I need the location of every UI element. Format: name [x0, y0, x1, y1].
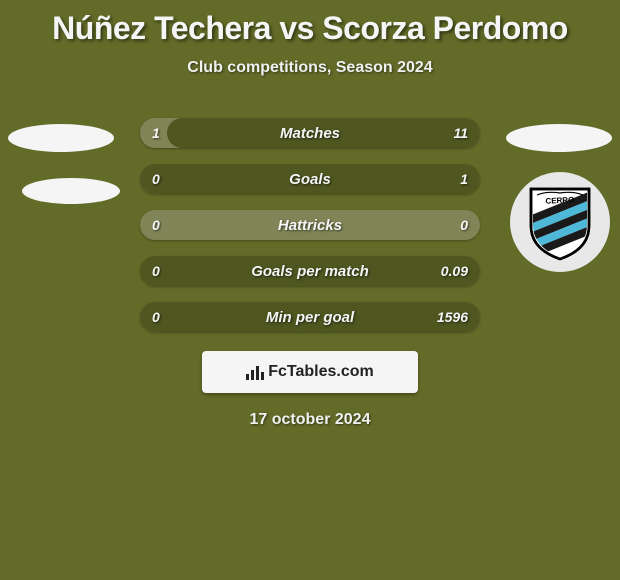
stat-val-left: 1 — [152, 125, 160, 141]
stat-label: Min per goal — [266, 309, 354, 326]
stat-row-mpg: 0 Min per goal 1596 — [0, 301, 620, 333]
stat-bar: 0 Hattricks 0 — [140, 210, 480, 240]
stat-val-left: 0 — [152, 171, 160, 187]
stat-val-right: 11 — [453, 125, 468, 141]
bars-icon — [246, 364, 264, 380]
stat-val-left: 0 — [152, 309, 160, 325]
stat-bar: 0 Goals per match 0.09 — [140, 256, 480, 286]
stats-container: 1 Matches 11 0 Goals 1 0 Hattricks 0 0 G… — [0, 117, 620, 333]
brand-label: FcTables.com — [246, 363, 374, 381]
brand-text: FcTables.com — [268, 363, 374, 381]
date-text: 17 october 2024 — [0, 411, 620, 429]
stat-val-right: 0.09 — [441, 263, 468, 279]
stat-label: Goals — [289, 171, 331, 188]
stat-row-gpm: 0 Goals per match 0.09 — [0, 255, 620, 287]
stat-row-hattricks: 0 Hattricks 0 — [0, 209, 620, 241]
stat-label: Matches — [280, 125, 340, 142]
brand-box: FcTables.com — [202, 351, 418, 393]
stat-bar: 1 Matches 11 — [140, 118, 480, 148]
stat-bar: 0 Goals 1 — [140, 164, 480, 194]
stat-val-left: 0 — [152, 263, 160, 279]
stat-val-right: 1596 — [437, 309, 468, 325]
stat-row-matches: 1 Matches 11 — [0, 117, 620, 149]
stat-val-left: 0 — [152, 217, 160, 233]
stat-bar: 0 Min per goal 1596 — [140, 302, 480, 332]
stat-label: Hattricks — [278, 217, 342, 234]
subtitle: Club competitions, Season 2024 — [0, 59, 620, 77]
stat-val-right: 1 — [460, 171, 468, 187]
page-title: Núñez Techera vs Scorza Perdomo — [0, 0, 620, 47]
stat-val-right: 0 — [460, 217, 468, 233]
stat-row-goals: 0 Goals 1 — [0, 163, 620, 195]
stat-label: Goals per match — [251, 263, 369, 280]
